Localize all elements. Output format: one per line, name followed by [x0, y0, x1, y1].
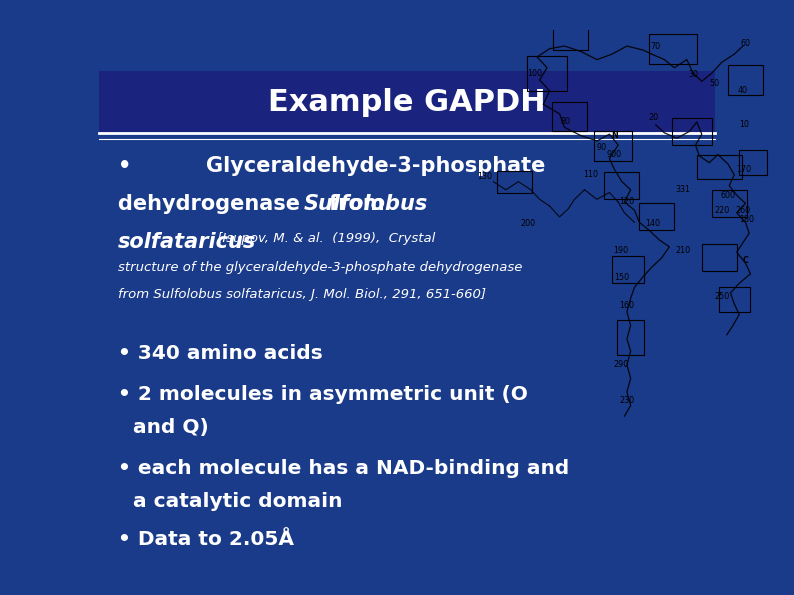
- Text: • each molecule has a NAD-binding and: • each molecule has a NAD-binding and: [118, 459, 569, 478]
- Text: 260: 260: [735, 206, 750, 215]
- Text: 180: 180: [739, 215, 754, 224]
- Text: 40: 40: [738, 86, 748, 95]
- Text: • 340 amino acids: • 340 amino acids: [118, 344, 322, 363]
- Text: 160: 160: [619, 300, 634, 309]
- Text: 210: 210: [676, 246, 691, 255]
- Text: Glyceraldehyde-3-phosphate: Glyceraldehyde-3-phosphate: [148, 156, 545, 176]
- Text: • 2 molecules in asymmetric unit (O: • 2 molecules in asymmetric unit (O: [118, 385, 527, 404]
- Text: [Isupov, M. & al.  (1999),  Crystal: [Isupov, M. & al. (1999), Crystal: [213, 232, 435, 245]
- Text: 30: 30: [688, 70, 698, 79]
- Text: 900: 900: [607, 150, 622, 159]
- Bar: [604, 172, 639, 199]
- Text: 600: 600: [720, 191, 735, 200]
- Text: N: N: [611, 131, 618, 140]
- Text: 90: 90: [597, 143, 607, 152]
- Text: 60: 60: [741, 39, 750, 48]
- FancyBboxPatch shape: [99, 71, 715, 133]
- Text: dehydrogenase    from: dehydrogenase from: [118, 194, 414, 214]
- Text: 250: 250: [714, 292, 730, 302]
- Bar: [672, 118, 711, 145]
- Text: 70: 70: [650, 42, 661, 51]
- Bar: [739, 151, 767, 175]
- Text: solfataricus: solfataricus: [118, 232, 256, 252]
- Bar: [553, 26, 588, 50]
- Bar: [702, 244, 737, 271]
- Text: 20: 20: [648, 114, 658, 123]
- Text: 10: 10: [739, 120, 750, 129]
- Text: 290: 290: [613, 360, 628, 369]
- Bar: [617, 320, 645, 355]
- Bar: [719, 287, 750, 312]
- Text: 120: 120: [619, 198, 634, 206]
- Text: 150: 150: [615, 274, 630, 283]
- Bar: [527, 55, 567, 91]
- Text: Example GAPDH: Example GAPDH: [268, 88, 545, 117]
- Bar: [552, 102, 587, 131]
- Text: 331: 331: [676, 185, 691, 195]
- Bar: [728, 65, 763, 95]
- Text: 200: 200: [521, 219, 536, 228]
- Text: and Q): and Q): [133, 418, 209, 437]
- Bar: [711, 190, 746, 217]
- Bar: [497, 171, 532, 193]
- Text: 130: 130: [477, 172, 492, 181]
- Bar: [639, 203, 674, 230]
- Text: 110: 110: [584, 170, 598, 179]
- Text: 170: 170: [737, 165, 752, 174]
- Text: 140: 140: [646, 219, 661, 228]
- Text: 230: 230: [619, 396, 634, 405]
- Text: C: C: [742, 256, 749, 265]
- Bar: [612, 256, 645, 283]
- Bar: [595, 131, 632, 161]
- Text: 190: 190: [613, 246, 628, 255]
- Text: 220: 220: [714, 206, 730, 215]
- Text: 50: 50: [709, 80, 719, 89]
- Bar: [697, 155, 742, 179]
- Text: a catalytic domain: a catalytic domain: [133, 493, 342, 512]
- Text: structure of the glyceraldehyde-3-phosphate dehydrogenase: structure of the glyceraldehyde-3-phosph…: [118, 261, 522, 274]
- Bar: [649, 34, 697, 64]
- Text: 100: 100: [527, 68, 542, 78]
- Text: • Data to 2.05Å: • Data to 2.05Å: [118, 531, 294, 549]
- Text: 80: 80: [561, 117, 571, 127]
- Text: from Sulfolobus solfataricus, J. Mol. Biol., 291, 651-660]: from Sulfolobus solfataricus, J. Mol. Bi…: [118, 287, 486, 300]
- Text: •: •: [118, 156, 131, 176]
- Text: Sulfolobus: Sulfolobus: [303, 194, 428, 214]
